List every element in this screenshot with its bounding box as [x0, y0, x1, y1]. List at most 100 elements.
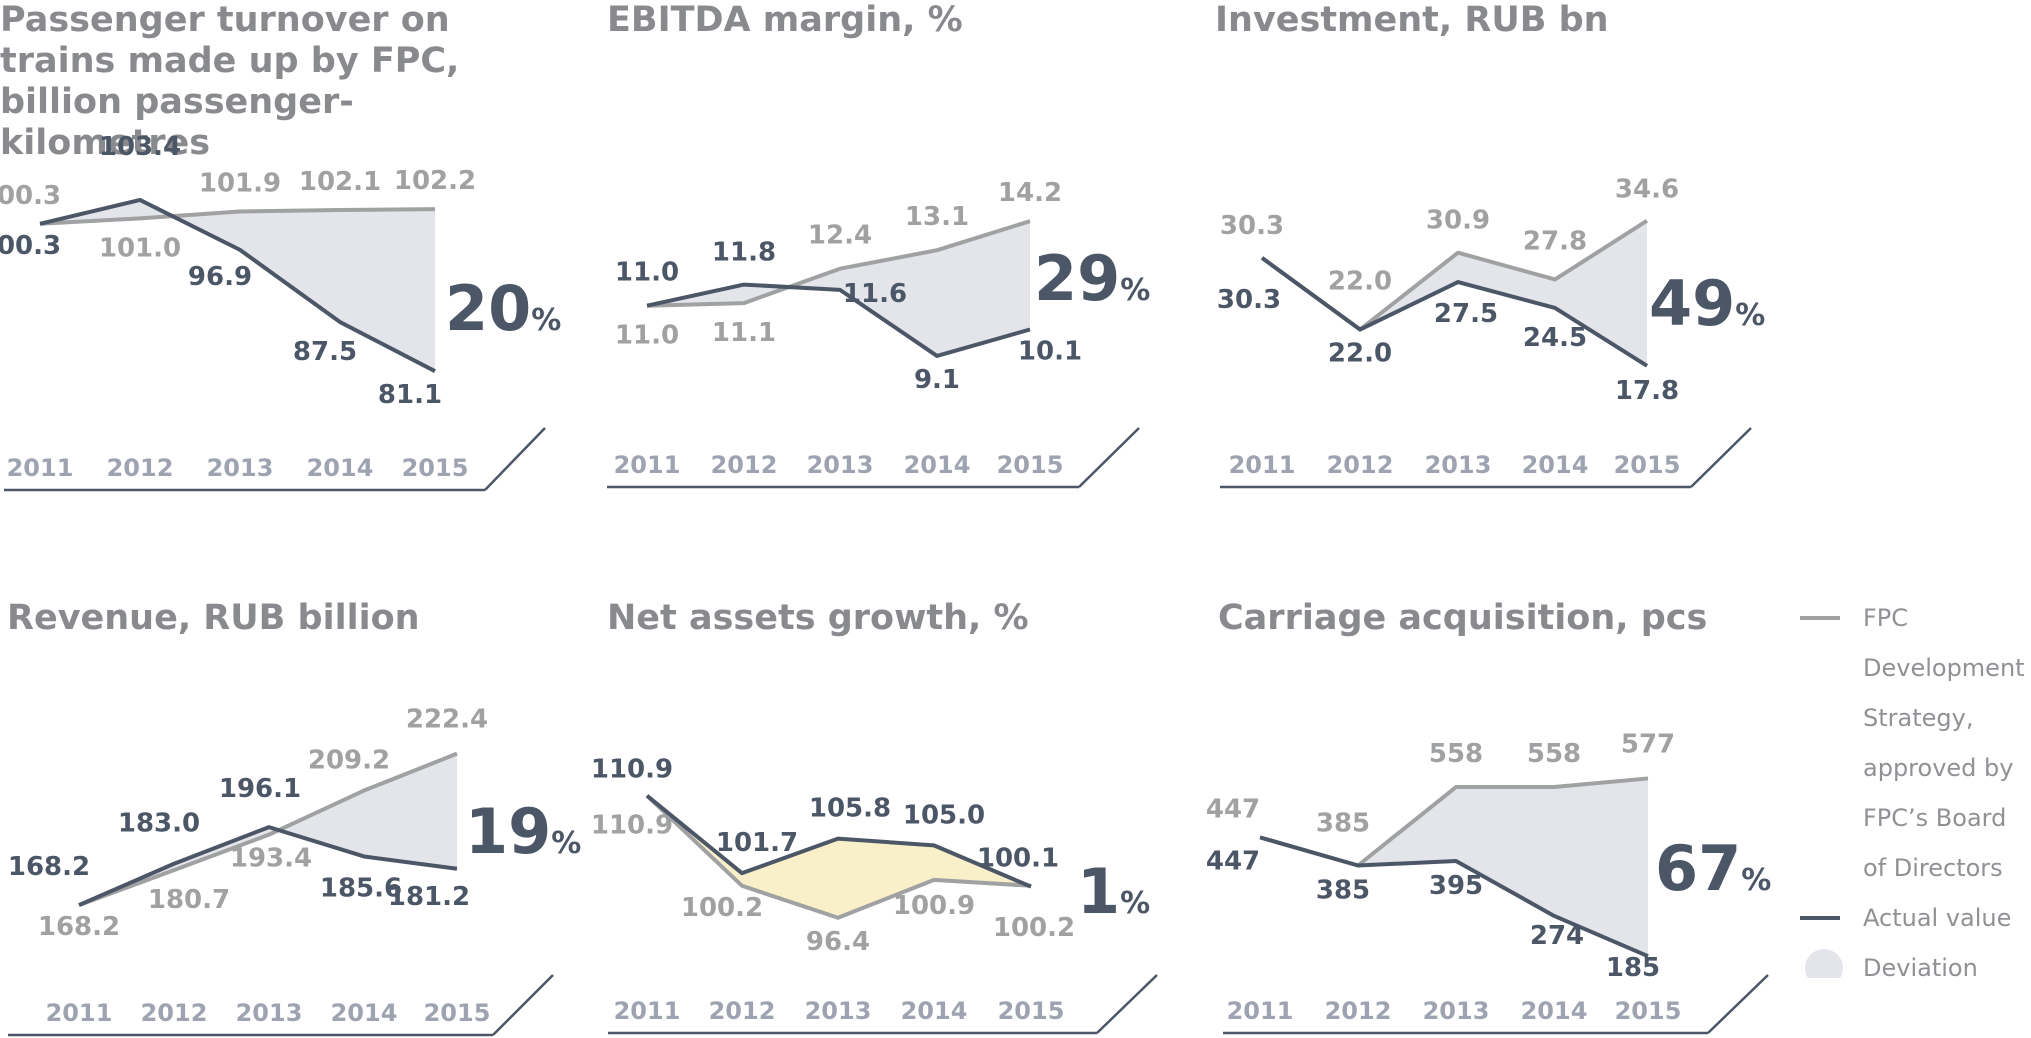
year-tick-label: 2015 [998, 997, 1065, 1025]
actual-value-label: 168.2 [8, 852, 90, 882]
year-tick-label: 2013 [1423, 997, 1490, 1025]
actual-line [78, 825, 458, 907]
actual-value-label: 11.0 [615, 258, 679, 288]
strategy-value-label: 100.9 [893, 891, 975, 921]
legend-deviation-label: Deviation [1863, 954, 1978, 982]
chart-title: Net assets growth, % [607, 598, 1029, 638]
year-tick-label: 2011 [46, 999, 113, 1027]
strategy-value-label: 11.0 [615, 321, 679, 351]
axis-diagonal [484, 427, 546, 491]
legend-swatches [1800, 616, 1843, 978]
strategy-value-label: 102.2 [394, 166, 476, 196]
legend-actual-label: Actual value [1863, 904, 2012, 932]
year-tick-label: 2015 [1614, 451, 1681, 479]
strategy-value-label: 22.0 [1328, 267, 1392, 297]
strategy-line [645, 794, 1032, 920]
strategy-value-label: 11.1 [712, 318, 776, 348]
deviation-area [1262, 220, 1647, 366]
chart-title: EBITDA margin, % [607, 0, 963, 40]
strategy-value-label: 102.1 [299, 167, 381, 197]
actual-line [39, 197, 436, 373]
year-tick-label: 2012 [107, 454, 174, 482]
strategy-value-label: 14.2 [998, 178, 1062, 208]
actual-line [645, 794, 1032, 889]
deviation-percentage-sign: % [1741, 863, 1771, 898]
actual-value-label: 100.3 [0, 231, 61, 261]
actual-value-label: 101.7 [716, 828, 798, 858]
actual-line [646, 282, 1031, 358]
year-tick-label: 2014 [1522, 451, 1589, 479]
chart-plot: 2011 2012 2013 2014 2015 100.3 101.0 101.9 102.1… [0, 132, 561, 492]
actual-value-label: 181.2 [388, 882, 470, 912]
actual-value-label: 185 [1606, 953, 1660, 983]
year-tick-label: 2013 [805, 997, 872, 1025]
actual-line [1260, 256, 1649, 368]
strategy-value-label: 209.2 [308, 746, 390, 776]
actual-value-label: 96.9 [188, 262, 252, 292]
strategy-value-label: 100.2 [993, 913, 1075, 943]
strategy-value-label: 101.0 [99, 233, 181, 263]
year-tick-label: 2015 [402, 454, 469, 482]
actual-value-label: 10.1 [1018, 337, 1082, 367]
strategy-value-label: 12.4 [808, 221, 872, 251]
actual-value-label: 274 [1530, 921, 1584, 951]
actual-value-label: 30.3 [1217, 285, 1281, 315]
deviation-percentage-value: 29 [1034, 242, 1120, 315]
year-tick-label: 2012 [1325, 997, 1392, 1025]
deviation-percentage: 20% [445, 272, 561, 345]
year-tick-label: 2012 [711, 451, 778, 479]
actual-line [1259, 835, 1649, 959]
chart-plot: 2011 2012 2013 2014 2015110.9100.296.4100.91… [591, 755, 1158, 1035]
actual-value-label: 11.6 [843, 279, 907, 309]
strategy-value-label: 13.1 [905, 202, 969, 232]
chart-carriage-acquisition: Carriage acquisition, pcs 2011 2012 2013 20… [1206, 598, 1771, 1038]
actual-value-label: 81.1 [378, 380, 442, 410]
actual-value-label: 9.1 [914, 365, 960, 395]
deviation-percentage-sign: % [531, 303, 561, 338]
deviation-percentage: 1% [1077, 855, 1150, 928]
strategy-value-label: 168.2 [38, 912, 120, 942]
actual-value-label: 17.8 [1615, 376, 1679, 406]
strategy-value-label: 447 [1206, 794, 1260, 824]
actual-value-label: 27.5 [1434, 299, 1498, 329]
actual-value-label: 100.1 [977, 844, 1059, 874]
deviation-area [40, 199, 435, 372]
actual-value-label: 196.1 [219, 774, 301, 804]
strategy-value-label: 577 [1621, 729, 1675, 759]
strategy-value-label: 100.3 [0, 181, 61, 211]
strategy-value-label: 101.9 [199, 168, 281, 198]
year-tick-label: 2013 [807, 451, 874, 479]
chart-title: Carriage acquisition, pcs [1218, 598, 1708, 638]
actual-value-label: 22.0 [1328, 339, 1392, 369]
year-tick-label: 2011 [614, 997, 681, 1025]
deviation-percentage: 49% [1649, 267, 1765, 340]
strategy-line [78, 751, 458, 907]
deviation-area [1260, 778, 1648, 957]
chart-title: Passenger turnover on trains made up by … [0, 0, 460, 163]
deviation-percentage-value: 49 [1649, 267, 1735, 340]
year-tick-label: 2014 [901, 997, 968, 1025]
chart-ebitda-margin: EBITDA margin, % 2011 2012 2013 2014 2015 11.… [607, 0, 1150, 489]
year-tick-label: 2014 [904, 451, 971, 479]
strategy-value-label: 110.9 [591, 811, 673, 841]
axis-diagonal [1707, 974, 1769, 1034]
legend: FPC Development Strategy, approved by FP… [1796, 598, 2031, 982]
year-tick-label: 2013 [1425, 451, 1492, 479]
actual-value-label: 185.6 [320, 873, 402, 903]
deviation-percentage-value: 19 [465, 795, 551, 868]
legend-strategy-label: FPC Development Strategy, approved by FP… [1863, 604, 2025, 882]
chart-plot: 2011 2012 2013 2014 2015 30.3 22.0 30.9 27.8 34.6… [1217, 175, 1765, 489]
strategy-value-label: 222.4 [406, 705, 488, 735]
year-tick-label: 2011 [1229, 451, 1296, 479]
chart-title: Investment, RUB bn [1215, 0, 1609, 40]
strategy-value-label: 27.8 [1523, 226, 1587, 256]
year-tick-label: 2012 [1327, 451, 1394, 479]
chart-net-assets-growth: Net assets growth, % 2011 2012 2013 2014 201… [591, 598, 1158, 1038]
actual-value-label: 24.5 [1523, 323, 1587, 353]
actual-value-label: 103.4 [99, 132, 181, 162]
deviation-area [647, 795, 1031, 918]
chart-title: Revenue, RUB billion [7, 598, 420, 638]
actual-value-label: 395 [1429, 871, 1483, 901]
year-tick-label: 2015 [424, 999, 491, 1027]
